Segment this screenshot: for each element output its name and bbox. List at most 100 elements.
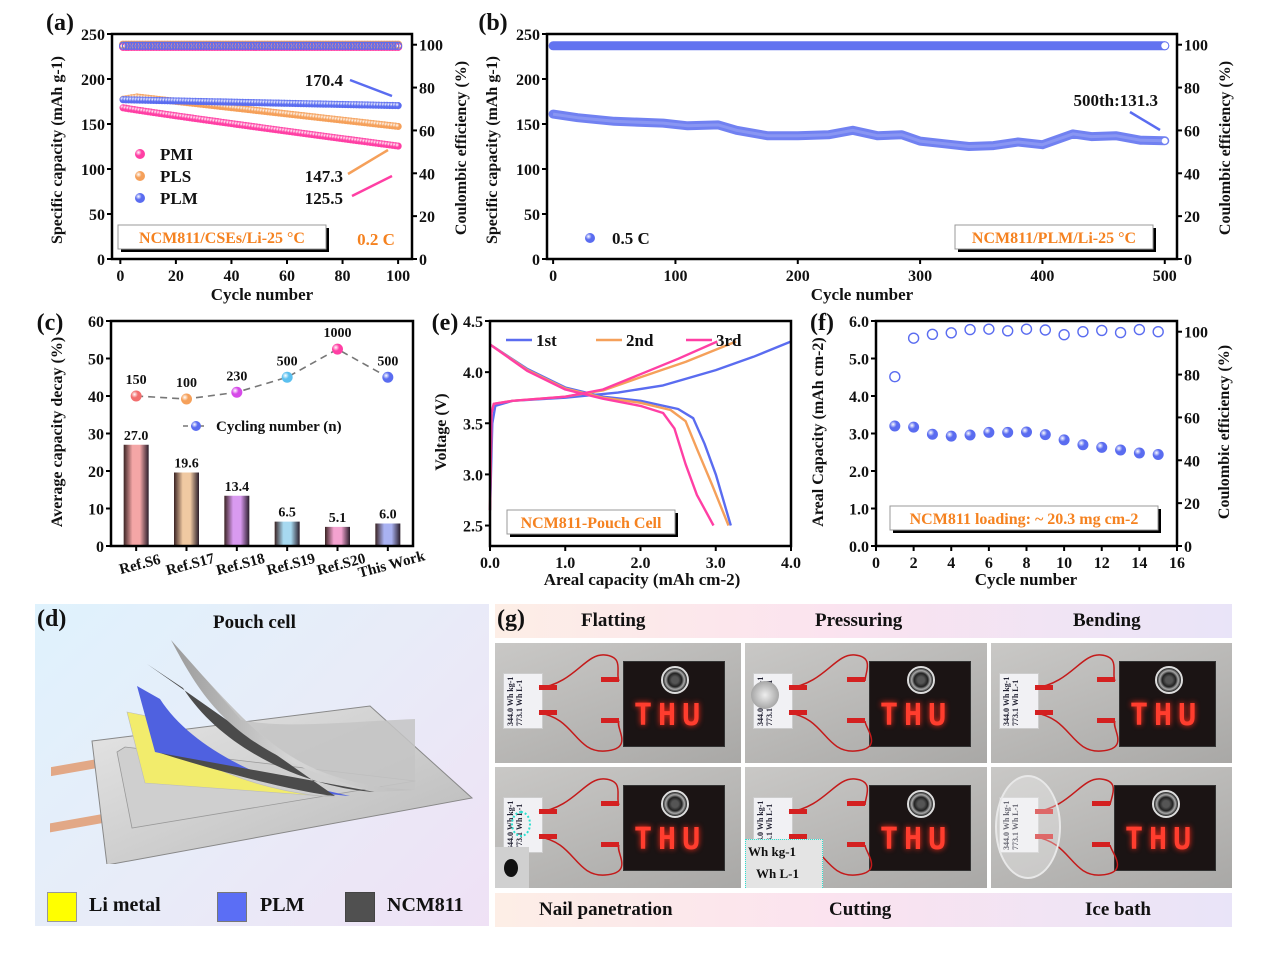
bar-refs6 [123,444,149,546]
c-x-tick-label: Ref.S6 [118,552,163,578]
f-y-tick-label: 6.0 [849,314,869,331]
legend-d: Li metal PLM NCM811 [47,892,487,922]
curve-3rd-discharge [489,343,715,527]
panel-label-b: (b) [478,10,507,36]
ce-point-plm [330,41,339,50]
ce-point-plm [196,41,206,50]
capacity-last-point [1161,137,1168,144]
ce-point-plm [391,41,400,50]
ce-point [983,323,995,335]
cycling-number-line [136,348,389,400]
curve-1st-charge [488,340,792,511]
annotation-500th: 500th:131.3 [1073,91,1158,110]
ce-point-plm [166,41,175,50]
chart-a: (a) 0 50 100 150 200 250 0 20 40 60 80 100 0 20 40 60 80 1… [46,10,470,304]
ce-point-plm [221,41,231,50]
photo-bending: THU 344.0 Wh kg-1 773.1 Wh L-1 [991,643,1232,763]
ce-point-plm [188,41,197,50]
annotation-170-4: 170.4 [305,71,344,90]
panel-label-e: (e) [432,310,459,336]
bar-value-label: 13.4 [225,480,250,495]
photo-nail-penetration: THU 344.0 Wh kg-1 773.1 Wh L-1 [495,767,741,888]
f-x-tick-label: 10 [1056,555,1072,572]
ce-point-plm [202,41,211,50]
ce-point-plm [118,41,128,50]
a-x-tick-label: 0 [116,268,124,285]
university-seal-icon [1154,666,1183,694]
bar-value-label: 27.0 [124,429,149,444]
ce-point-plm [207,41,217,50]
cycling-number-point [332,343,343,355]
panel-label-c: (c) [37,310,64,336]
panel-g-bottom-band: Nail panetration Cutting Ice bath [495,893,1232,927]
f-x-tick-label: 12 [1094,555,1110,572]
chart-a-frame [110,32,414,261]
f-y2-tick-label: 80 [1184,368,1200,385]
curve-3rd-charge [488,340,718,511]
a-y2-tick-label: 80 [419,81,435,98]
legend-label-1st: 1st [536,331,557,350]
panel-d-pouch-cell-diagram: (d) Pouch cell Li metal PLM NCM811 [35,604,489,926]
c-y-tick-label: 60 [88,314,104,331]
chart-e: (e) 2.5 3.0 3.5 4.0 4.5 0.0 1.0 2.0 3.0 4.0 Areal c… [432,310,801,589]
ce-point-plm [127,41,136,50]
a-x-tick-label: 60 [279,268,295,285]
ce-point-plm [380,41,389,50]
a-condition-label: NCM811/CSEs/Li-25 °C [139,230,305,247]
areal-capacity-point [1002,426,1014,438]
ce-point-plm [316,41,325,50]
ce-point [1020,323,1033,335]
panel-label-f: (f) [810,310,834,336]
areal-capacity-point [1058,434,1070,446]
wire-clips [538,778,623,876]
ce-point-plm [193,41,203,50]
e-cell-label: NCM811-Pouch Cell [521,515,662,532]
led-board: THU [623,785,725,871]
areal-capacity-point [1115,444,1127,456]
photo-flatting: THU 344.0 Wh kg-1 773.1 Wh L-1 [495,643,741,763]
areal-capacity-point [1039,429,1051,441]
ce-point-plm [213,41,222,50]
ce-point-plm [138,41,147,50]
annotation-arrow-pls [347,148,389,176]
ce-point-plm [199,41,208,50]
led-board: THU [869,661,971,747]
ce-point-plm [271,41,281,50]
b-x-tick-label: 100 [663,268,687,285]
ce-point-plm [357,41,367,50]
e-x-tick-label: 3.0 [706,555,726,572]
ce-point-plm [349,41,358,50]
ce-point-plm [363,41,372,50]
label-flatting: Flatting [581,610,646,631]
f-y-tick-label: 1.0 [849,502,869,519]
areal-capacity-point [1021,426,1032,438]
f-y2-tick-label: 40 [1184,453,1200,470]
ce-point [889,371,901,383]
f-y-tick-label: 4.0 [849,389,869,406]
led-text-thu: THU [634,698,707,733]
f-x-tick-label: 6 [985,555,993,572]
a-y-tick-label: 0 [97,252,105,269]
f-y2label: Coulombic efficiency (%) [1216,345,1233,519]
b-x-tick-label: 400 [1030,268,1054,285]
ce-point-plm [338,41,347,50]
annotation-arrow-pmi [351,174,393,198]
c-y-tick-label: 50 [88,352,104,369]
f-y-tick-label: 3.0 [849,427,869,444]
ce-point [964,323,976,336]
areal-capacity-point [889,420,901,432]
cycling-number-point [130,390,142,402]
e-ylabel: Voltage (V) [433,393,450,470]
cycling-number-label: 230 [226,369,247,384]
ce-point-plm [185,41,194,50]
bar-value-label: 6.5 [278,506,296,521]
ce-point-plm [341,41,350,50]
ce-point-plm [160,41,169,50]
b-y-tick-label: 100 [516,162,540,179]
plm-layer [137,686,350,796]
bar-thiswork [375,523,401,546]
cycling-number-label: 500 [377,354,398,369]
university-seal-icon [907,666,935,694]
